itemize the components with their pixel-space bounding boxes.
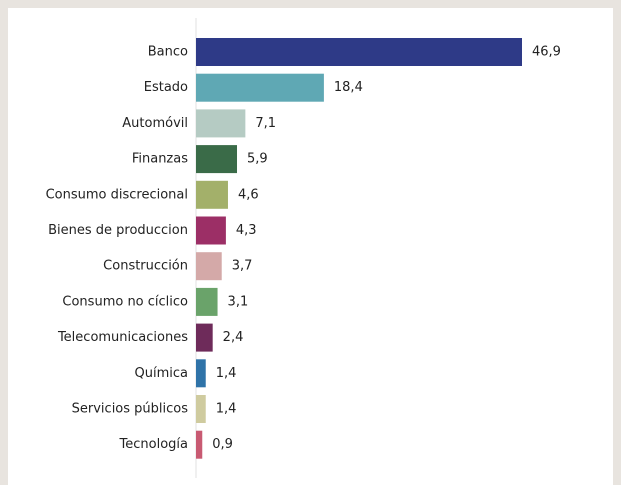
category-label: Bienes de produccion	[48, 223, 188, 238]
value-label: 18,4	[334, 80, 363, 95]
bar	[196, 252, 222, 281]
bar	[196, 430, 203, 459]
value-label: 1,4	[216, 402, 237, 417]
value-label: 46,9	[532, 45, 561, 60]
value-label: 1,4	[216, 366, 237, 381]
value-label: 5,9	[247, 152, 268, 167]
bar	[196, 359, 206, 388]
value-label: 3,1	[228, 294, 249, 309]
bar	[196, 395, 206, 423]
value-label: 4,6	[238, 187, 259, 202]
category-label: Banco	[148, 45, 188, 60]
category-label: Consumo discrecional	[46, 187, 188, 202]
value-label: 2,4	[223, 330, 244, 345]
bar	[196, 180, 228, 209]
bar	[196, 38, 522, 66]
category-label: Finanzas	[132, 152, 188, 167]
category-label: Estado	[144, 80, 188, 95]
value-label: 4,3	[236, 223, 257, 238]
category-label: Consumo no cíclico	[62, 294, 188, 309]
category-label: Servicios públicos	[72, 402, 189, 417]
category-label: Telecomunicaciones	[57, 330, 188, 345]
value-label: 0,9	[212, 437, 233, 452]
bar	[196, 109, 246, 138]
category-label: Automóvil	[122, 116, 188, 131]
value-label: 3,7	[232, 259, 253, 274]
bar	[196, 216, 226, 245]
category-label: Química	[135, 366, 188, 381]
bar	[196, 323, 213, 352]
bar	[196, 73, 324, 102]
category-label: Tecnología	[119, 437, 188, 452]
bar	[196, 287, 218, 316]
bar	[196, 145, 238, 174]
value-label: 7,1	[255, 116, 276, 131]
category-label: Construcción	[103, 259, 188, 274]
